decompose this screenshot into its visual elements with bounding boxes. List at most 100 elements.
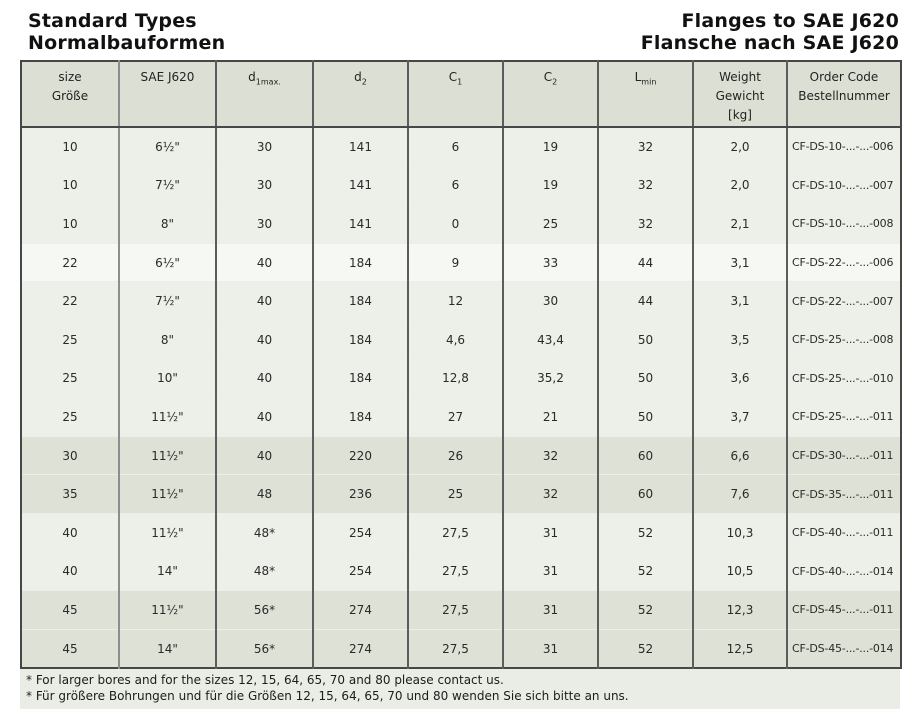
cell-d1max: 40 xyxy=(215,358,313,398)
cell-d2: 184 xyxy=(312,281,408,321)
cell-d2: 220 xyxy=(312,435,408,475)
cell-d2: 184 xyxy=(312,358,408,398)
column-header-weight: Weight Gewicht [kg] xyxy=(692,61,787,128)
cell-order-code: CF-DS-25-...-...-008 xyxy=(786,319,901,360)
table-row: 25 8" 40 184 4,6 43,4 50 3,5 CF-DS-25-..… xyxy=(21,319,901,360)
cell-d2: 236 xyxy=(312,474,408,514)
footnote-de: * Für größere Bohrungen und für die Größ… xyxy=(26,689,629,704)
cell-d1max: 40 xyxy=(215,242,313,282)
page-title-en: Standard Types xyxy=(28,10,197,32)
header-row: size Größe SAE J620 d1max. d2 C1 C2 xyxy=(21,61,901,128)
page-right-title-de: Flansche nach SAE J620 xyxy=(640,32,899,54)
cell-weight: 3,1 xyxy=(692,281,787,321)
column-header-order-code: Order Code Bestellnummer xyxy=(786,61,901,128)
table-row: 30 11½" 40 220 26 32 60 6,6 CF-DS-30-...… xyxy=(21,435,901,475)
cell-c2: 21 xyxy=(502,397,598,437)
cell-c2: 32 xyxy=(502,474,598,514)
cell-size: 40 xyxy=(21,512,119,553)
cell-d2: 141 xyxy=(312,204,408,244)
footnote-en: * For larger bores and for the sizes 12,… xyxy=(26,673,504,688)
cell-sae-j620: 8" xyxy=(118,319,216,360)
cell-d2: 184 xyxy=(312,397,408,437)
cell-lmin: 60 xyxy=(597,474,693,514)
cell-c2: 19 xyxy=(502,165,598,205)
cell-lmin: 52 xyxy=(597,551,693,591)
footnotes: * For larger bores and for the sizes 12,… xyxy=(20,669,900,709)
cell-d1max: 40 xyxy=(215,397,313,437)
cell-d2: 184 xyxy=(312,242,408,282)
cell-c1: 27 xyxy=(407,397,503,437)
cell-order-code: CF-DS-45-...-...-011 xyxy=(786,590,901,630)
cell-order-code: CF-DS-22-...-...-007 xyxy=(786,281,901,321)
table-row: 22 6½" 40 184 9 33 44 3,1 CF-DS-22-...-.… xyxy=(21,242,901,282)
cell-sae-j620: 11½" xyxy=(118,512,216,553)
cell-d1max: 30 xyxy=(215,165,313,205)
column-header-size: size Größe xyxy=(21,61,119,128)
cell-lmin: 50 xyxy=(597,358,693,398)
header-c1-sub: 1 xyxy=(457,77,463,87)
cell-lmin: 50 xyxy=(597,319,693,360)
header-size-line1: size xyxy=(58,70,82,84)
cell-weight: 12,3 xyxy=(692,590,787,630)
cell-order-code: CF-DS-30-...-...-011 xyxy=(786,435,901,475)
cell-d2: 254 xyxy=(312,512,408,553)
cell-c2: 19 xyxy=(502,127,598,167)
cell-size: 30 xyxy=(21,435,119,475)
cell-order-code: CF-DS-45-...-...-014 xyxy=(786,628,901,669)
cell-weight: 10,5 xyxy=(692,551,787,591)
cell-size: 45 xyxy=(21,628,119,669)
cell-c1: 12 xyxy=(407,281,503,321)
page-title-block-left: Standard Types Normalbauformen xyxy=(28,10,225,54)
cell-c1: 6 xyxy=(407,165,503,205)
cell-c2: 30 xyxy=(502,281,598,321)
header-d1max-sub: 1max. xyxy=(255,77,281,87)
cell-weight: 3,6 xyxy=(692,358,787,398)
table-row: 10 6½" 30 141 6 19 32 2,0 CF-DS-10-...-.… xyxy=(21,127,901,167)
cell-weight: 2,0 xyxy=(692,127,787,167)
cell-c2: 32 xyxy=(502,435,598,475)
cell-c2: 35,2 xyxy=(502,358,598,398)
header-c2-base: C xyxy=(543,70,553,84)
cell-lmin: 32 xyxy=(597,204,693,244)
cell-c2: 31 xyxy=(502,512,598,553)
flange-spec-table: size Größe SAE J620 d1max. d2 C1 C2 xyxy=(20,60,902,670)
cell-weight: 2,1 xyxy=(692,204,787,244)
cell-order-code: CF-DS-10-...-...-007 xyxy=(786,165,901,205)
cell-order-code: CF-DS-10-...-...-008 xyxy=(786,204,901,244)
cell-lmin: 44 xyxy=(597,242,693,282)
cell-order-code: CF-DS-25-...-...-011 xyxy=(786,397,901,437)
cell-lmin: 50 xyxy=(597,397,693,437)
cell-d1max: 56* xyxy=(215,628,313,669)
column-header-d2: d2 xyxy=(312,61,408,128)
header-weight-line2: Gewicht xyxy=(715,89,765,103)
cell-c2: 31 xyxy=(502,628,598,669)
cell-c2: 33 xyxy=(502,242,598,282)
cell-size: 25 xyxy=(21,358,119,398)
column-header-d1max: d1max. xyxy=(215,61,313,128)
page-header: Standard Types Normalbauformen Flanges t… xyxy=(0,0,922,54)
column-header-lmin: Lmin xyxy=(597,61,693,128)
cell-sae-j620: 8" xyxy=(118,204,216,244)
cell-order-code: CF-DS-40-...-...-014 xyxy=(786,551,901,591)
cell-c1: 6 xyxy=(407,127,503,167)
cell-c1: 27,5 xyxy=(407,628,503,669)
cell-sae-j620: 6½" xyxy=(118,242,216,282)
cell-sae-j620: 11½" xyxy=(118,397,216,437)
table-row: 22 7½" 40 184 12 30 44 3,1 CF-DS-22-...-… xyxy=(21,281,901,321)
page-right-title-en: Flanges to SAE J620 xyxy=(681,10,899,32)
header-c2-sub: 2 xyxy=(552,77,558,87)
header-d1max-base: d xyxy=(248,70,256,84)
cell-weight: 7,6 xyxy=(692,474,787,514)
cell-d1max: 40 xyxy=(215,319,313,360)
cell-lmin: 52 xyxy=(597,512,693,553)
cell-sae-j620: 14" xyxy=(118,551,216,591)
cell-size: 35 xyxy=(21,474,119,514)
table-row: 25 11½" 40 184 27 21 50 3,7 CF-DS-25-...… xyxy=(21,397,901,437)
cell-weight: 10,3 xyxy=(692,512,787,553)
cell-weight: 6,6 xyxy=(692,435,787,475)
table-row: 10 8" 30 141 0 25 32 2,1 CF-DS-10-...-..… xyxy=(21,204,901,244)
cell-c1: 27,5 xyxy=(407,590,503,630)
cell-order-code: CF-DS-22-...-...-006 xyxy=(786,242,901,282)
cell-size: 40 xyxy=(21,551,119,591)
